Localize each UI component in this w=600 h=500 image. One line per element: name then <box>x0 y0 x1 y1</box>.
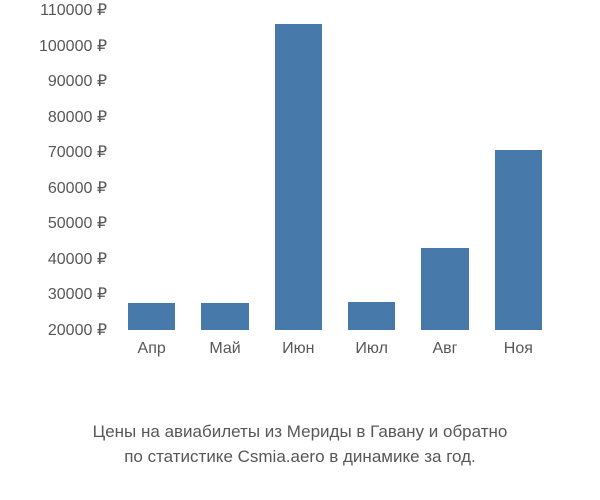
y-tick-label: 30000 ₽ <box>48 284 107 304</box>
bar <box>128 303 176 330</box>
bar <box>201 303 249 330</box>
y-tick-label: 110000 ₽ <box>40 0 107 20</box>
price-chart: 20000 ₽ 30000 ₽ 40000 ₽ 50000 ₽ 60000 ₽ 70000… <box>10 10 590 390</box>
x-tick-label: Май <box>209 340 240 358</box>
y-axis: 20000 ₽ 30000 ₽ 40000 ₽ 50000 ₽ 60000 ₽ 70000… <box>10 10 115 390</box>
x-tick-label: Ноя <box>504 340 533 358</box>
y-tick-label: 60000 ₽ <box>48 178 107 198</box>
y-tick-label: 20000 ₽ <box>48 320 107 340</box>
y-tick-label: 100000 ₽ <box>39 36 107 56</box>
y-tick-label: 90000 ₽ <box>48 71 107 91</box>
y-tick-label: 70000 ₽ <box>48 142 107 162</box>
x-tick-label: Июл <box>355 340 387 358</box>
bar <box>275 24 323 330</box>
x-tick-label: Апр <box>138 340 166 358</box>
caption-line-1: Цены на авиабилеты из Мериды в Гавану и … <box>93 422 508 441</box>
y-tick-label: 40000 ₽ <box>48 249 107 269</box>
x-tick-label: Июн <box>282 340 314 358</box>
bar <box>421 248 469 330</box>
x-tick-label: Авг <box>432 340 457 358</box>
chart-caption: Цены на авиабилеты из Мериды в Гавану и … <box>0 420 600 469</box>
plot-area <box>115 10 555 330</box>
bar <box>495 150 543 330</box>
bar <box>348 302 396 330</box>
y-tick-label: 50000 ₽ <box>48 213 107 233</box>
caption-line-2: по статистике Csmia.aero в динамике за г… <box>124 447 476 466</box>
x-axis: Апр Май Июн Июл Авг Ноя <box>115 340 555 370</box>
y-tick-label: 80000 ₽ <box>48 107 107 127</box>
